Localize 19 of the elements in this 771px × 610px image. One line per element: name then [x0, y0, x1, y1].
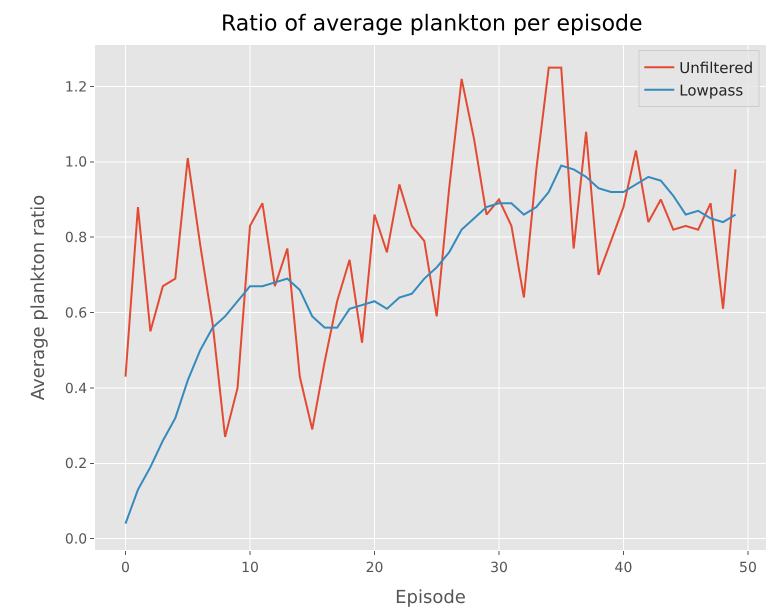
y-tick-label: 0.4: [64, 380, 88, 397]
y-tick-label: 1.0: [64, 154, 88, 171]
y-axis-title: Average plankton ratio: [28, 194, 50, 400]
y-tick-label: 0.2: [64, 456, 88, 472]
y-tick-label: 0.8: [64, 230, 88, 246]
x-tick-label: 0: [121, 560, 130, 576]
line-series: [124, 164, 736, 525]
x-tick-label: 10: [241, 560, 259, 576]
x-tick-label: 30: [490, 560, 508, 576]
x-tick-label: 50: [739, 560, 757, 576]
y-tick-label: 0.0: [64, 532, 88, 548]
x-tick-label: 40: [614, 560, 632, 576]
chart-title: Ratio of average plankton per episode: [220, 12, 643, 37]
y-tick-label: 1.2: [64, 79, 88, 96]
legend-label: Lowpass: [679, 82, 744, 100]
x-axis-title: Episode: [395, 586, 466, 608]
x-tick-label: 20: [366, 560, 384, 576]
y-tick-label: 0.6: [64, 305, 88, 322]
legend-label: Unfiltered: [679, 59, 754, 78]
